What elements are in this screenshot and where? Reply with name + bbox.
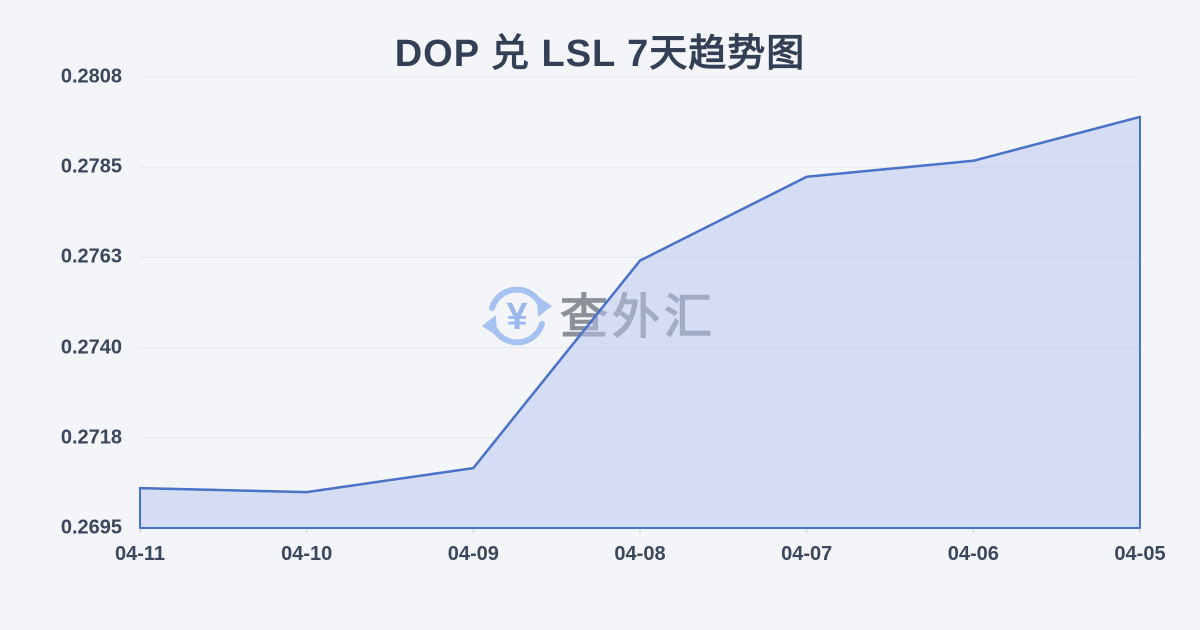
- trend-line: [138, 115, 1142, 494]
- y-axis-label: 0.2763: [60, 245, 122, 268]
- x-axis-label: 04-06: [947, 543, 999, 565]
- y-axis-label: 0.2695: [60, 516, 122, 539]
- x-axis-label: 04-10: [281, 543, 333, 565]
- x-axis-label: 04-07: [781, 543, 833, 565]
- y-axis-label: 0.2718: [60, 426, 122, 449]
- x-axis-label: 04-08: [614, 543, 666, 565]
- x-axis-label: 04-09: [447, 543, 499, 565]
- y-axis-label: 0.2740: [60, 336, 122, 359]
- x-axis-label: 04-11: [114, 543, 166, 565]
- yen-glyph: ¥: [506, 296, 527, 338]
- area-fill: [139, 115, 1141, 529]
- currency-exchange-icon: ¥: [482, 286, 552, 346]
- y-axis-label: 0.2785: [60, 155, 122, 178]
- chart-title: DOP 兑 LSL 7天趋势图: [394, 33, 806, 75]
- y-axis-label: 0.2808: [60, 65, 122, 88]
- x-axis-label: 04-05: [1114, 543, 1166, 565]
